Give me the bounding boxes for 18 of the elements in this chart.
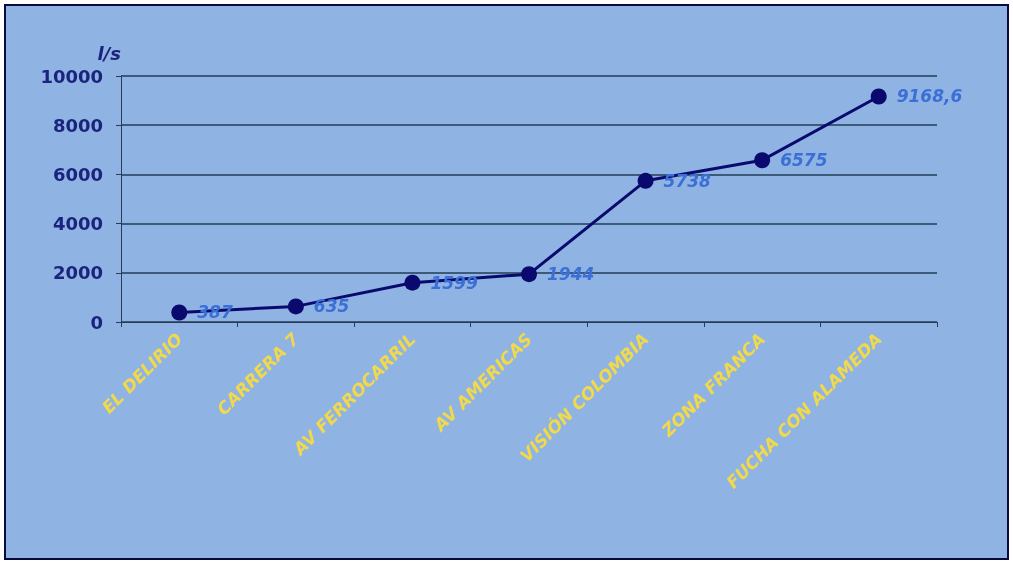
point	[637, 172, 654, 189]
y-axis-title: l/s	[97, 42, 122, 64]
data-label: 9168,6	[896, 86, 963, 107]
y-tick-label: 4000	[52, 213, 103, 235]
y-tick-label: 2000	[52, 262, 103, 284]
data-label: 6575	[780, 150, 828, 171]
y-tick-label: 6000	[52, 163, 103, 185]
data-label: 635	[313, 296, 350, 317]
point	[287, 298, 304, 315]
point	[171, 304, 188, 321]
y-tick-label: 10000	[40, 65, 103, 87]
point	[404, 274, 421, 291]
y-tick-label: 8000	[52, 114, 103, 136]
point	[870, 88, 887, 105]
point	[521, 266, 537, 283]
data-label: 5738	[663, 170, 712, 191]
y-tick-label: 0	[90, 311, 103, 333]
point	[754, 152, 771, 169]
